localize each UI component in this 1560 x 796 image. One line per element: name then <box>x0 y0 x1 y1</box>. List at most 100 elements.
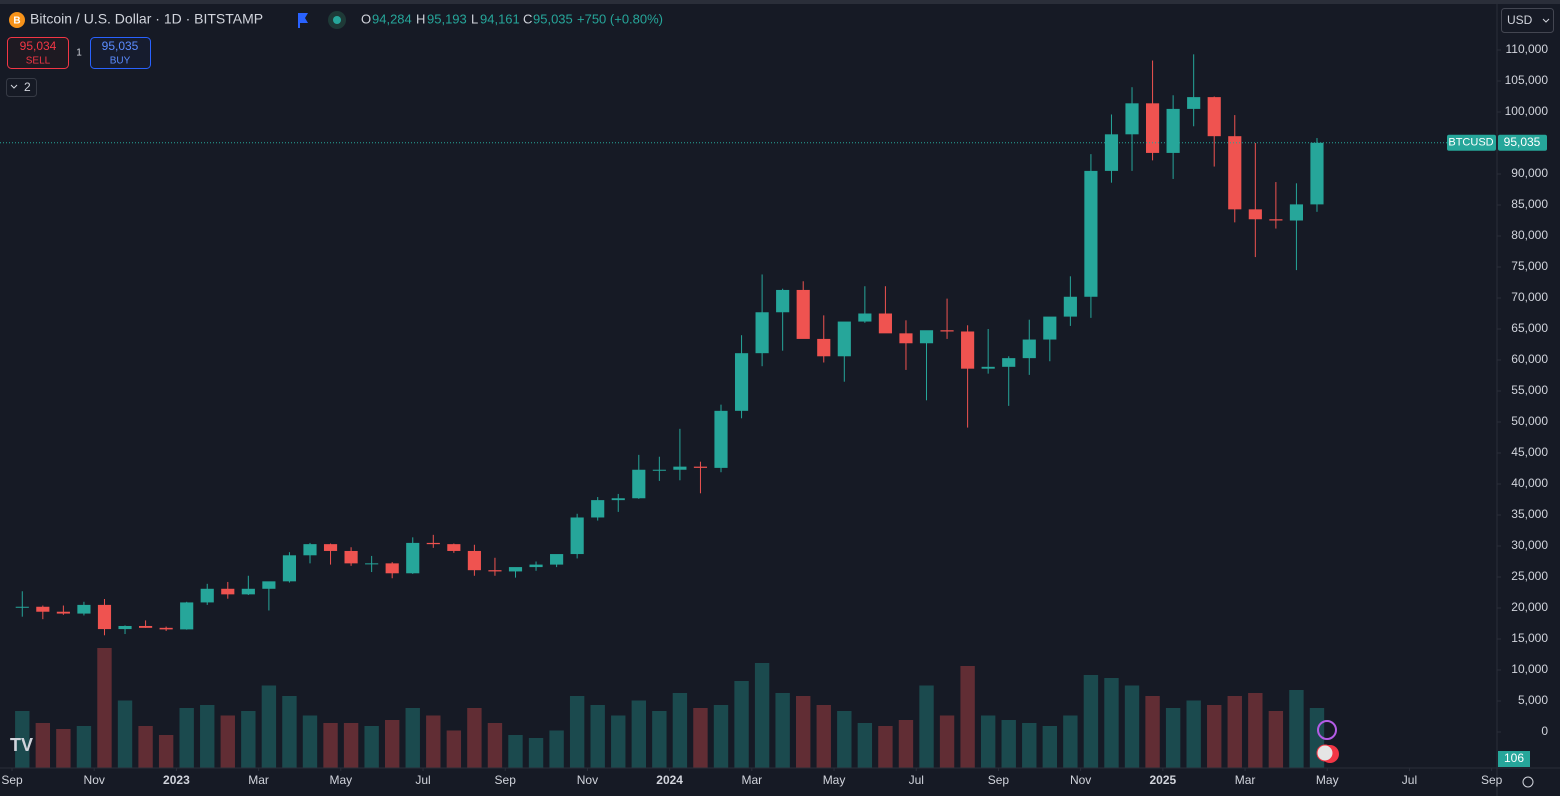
volume-bar <box>508 735 523 768</box>
y-tick-label: 75,000 <box>1511 259 1548 273</box>
currency: USD <box>1507 13 1533 27</box>
volume-bar <box>1207 705 1222 768</box>
volume-bar <box>446 730 462 768</box>
volume-bar <box>15 711 30 768</box>
candle-body <box>1269 219 1283 221</box>
candle-body <box>385 563 399 574</box>
candle-body <box>77 604 91 614</box>
candle-body <box>344 550 358 564</box>
x-tick-label: Sep <box>495 773 517 787</box>
y-tick-label: 0 <box>1541 724 1548 738</box>
candle-body <box>1228 136 1242 210</box>
candle-body <box>632 469 646 499</box>
volume-bar <box>364 726 379 768</box>
y-tick-label: 35,000 <box>1511 507 1548 521</box>
symbol-title[interactable]: Bitcoin / U.S. Dollar · 1D · BITSTAMP <box>30 11 263 27</box>
candle-body <box>200 588 214 603</box>
volume-bar <box>837 711 852 768</box>
sell-price: 95,034 <box>20 39 57 53</box>
y-tick-label: 100,000 <box>1505 104 1549 118</box>
candle-body <box>118 625 132 630</box>
logo[interactable]: TV <box>10 735 33 755</box>
candle-body <box>550 554 564 565</box>
volume-bar <box>117 700 133 768</box>
x-tick-label: Jul <box>909 773 924 787</box>
candle-body <box>796 289 810 339</box>
y-tick-label: 30,000 <box>1511 538 1548 552</box>
volume-bar <box>1063 715 1078 768</box>
change-value: +750 (+0.80%) <box>577 11 663 26</box>
economy-flag <box>1316 744 1334 762</box>
candle-body <box>1104 134 1119 171</box>
candle-body <box>919 330 934 344</box>
volume-bar <box>980 715 996 768</box>
candle-body <box>262 581 276 589</box>
volume-bar <box>426 715 441 768</box>
candle-body <box>36 606 50 612</box>
candle-body <box>467 550 481 571</box>
y-tick-label: 15,000 <box>1511 631 1548 645</box>
volume-bar <box>960 666 975 768</box>
x-tick-label: May <box>1316 773 1339 787</box>
close-value: 95,035 <box>533 11 573 26</box>
candle-body <box>1187 97 1201 109</box>
x-tick-label: Sep <box>988 773 1010 787</box>
volume-bar <box>611 715 626 768</box>
last-price-label: 95,035 <box>1504 135 1541 149</box>
indicators-count: 2 <box>24 80 31 94</box>
volume-bar <box>384 720 400 768</box>
flag-icon[interactable] <box>298 13 308 28</box>
settings-icon[interactable] <box>1522 776 1534 788</box>
symbol-icon-glyph: B <box>13 16 20 27</box>
volume-bar <box>261 685 277 768</box>
currency-button[interactable] <box>1501 8 1554 33</box>
candle-body <box>1289 204 1304 221</box>
volume-tag: 106 <box>1504 751 1524 765</box>
x-tick-label: 2023 <box>163 773 190 787</box>
volume-bar <box>241 711 256 768</box>
candle-body <box>1043 316 1057 340</box>
candle-body <box>961 331 975 369</box>
candle-body <box>221 588 235 595</box>
volume-bar <box>405 708 420 768</box>
candle-body <box>139 625 153 628</box>
x-tick-label: Nov <box>84 773 105 787</box>
candle-body <box>282 555 297 582</box>
candle-body <box>817 338 831 357</box>
buy-button[interactable] <box>90 37 151 69</box>
x-tick-label: Jul <box>415 773 430 787</box>
y-tick-label: 25,000 <box>1511 569 1548 583</box>
candle-body <box>1145 103 1160 153</box>
sell-button[interactable] <box>7 37 69 69</box>
volume-bar <box>878 726 893 768</box>
candle-body <box>1063 296 1077 317</box>
volume-bar <box>179 708 194 768</box>
high-label: H <box>416 11 425 26</box>
volume-bar <box>590 705 605 768</box>
volume-bar <box>652 711 667 768</box>
volume-bar <box>796 696 811 768</box>
candle-body <box>755 312 769 354</box>
high-value: 95,193 <box>427 11 467 26</box>
candle-body <box>426 542 440 545</box>
candle-body <box>878 313 892 334</box>
buy-price: 95,035 <box>102 39 139 53</box>
indicators-toggle[interactable] <box>6 78 37 97</box>
candle-body <box>97 604 112 630</box>
x-tick-label: Mar <box>1235 773 1256 787</box>
candle-body <box>570 517 584 555</box>
volume-tag-box <box>1498 751 1530 767</box>
events-icon[interactable] <box>1317 720 1337 740</box>
open-value: 94,284 <box>372 11 412 26</box>
candle-body <box>1207 97 1221 137</box>
x-tick-label: Mar <box>741 773 762 787</box>
volume-bar <box>898 720 914 768</box>
volume-bar <box>97 648 112 768</box>
volume-bar <box>857 723 873 768</box>
candle-body <box>1125 103 1139 135</box>
symbol-tag: BTCUSD <box>1448 137 1493 149</box>
volume-bar <box>76 726 92 768</box>
candle-body <box>1084 170 1098 297</box>
